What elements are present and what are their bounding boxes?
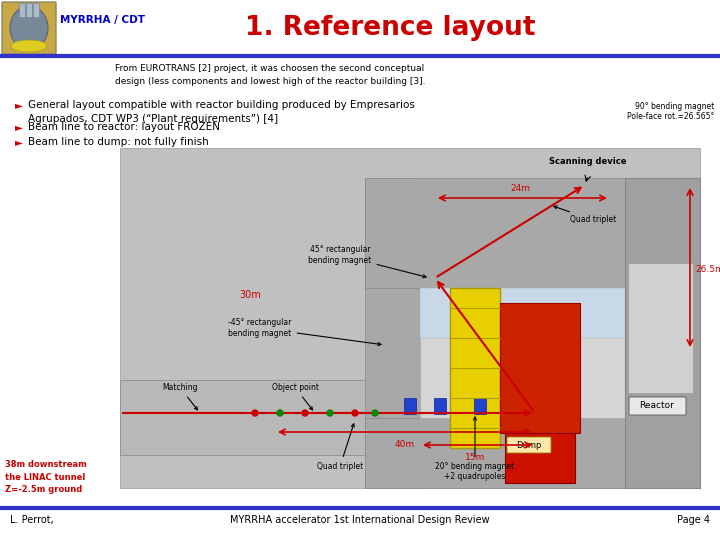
Text: 30m: 30m — [239, 290, 261, 300]
Bar — [120, 148, 700, 488]
Text: Quad triplet: Quad triplet — [554, 206, 616, 225]
Circle shape — [352, 410, 358, 416]
Text: Dump: Dump — [516, 441, 541, 449]
Text: ►: ► — [15, 137, 23, 147]
Bar — [26, 3, 32, 17]
Circle shape — [252, 410, 258, 416]
Circle shape — [277, 410, 283, 416]
Text: 26.5m: 26.5m — [695, 266, 720, 274]
Bar — [420, 288, 640, 338]
Text: 20° bending magnet
+2 quadrupoles: 20° bending magnet +2 quadrupoles — [436, 417, 515, 481]
Text: Page 4: Page 4 — [677, 515, 710, 525]
Text: L. Perrot,: L. Perrot, — [10, 515, 54, 525]
Bar — [500, 303, 580, 433]
Bar — [365, 178, 700, 288]
Text: Beam line to reactor: layout FROZEN: Beam line to reactor: layout FROZEN — [28, 122, 220, 132]
Text: Reactor: Reactor — [639, 402, 675, 410]
Ellipse shape — [11, 40, 47, 52]
Circle shape — [327, 410, 333, 416]
Bar — [628, 263, 693, 393]
Bar — [450, 288, 500, 448]
Circle shape — [372, 410, 378, 416]
Text: 15m: 15m — [465, 453, 485, 462]
Text: 1. Reference layout: 1. Reference layout — [245, 15, 535, 41]
Bar — [120, 380, 370, 455]
FancyBboxPatch shape — [2, 2, 56, 54]
Text: Scanning device: Scanning device — [549, 157, 626, 166]
Text: ►: ► — [15, 100, 23, 110]
Text: 45° rectangular
bending magnet: 45° rectangular bending magnet — [308, 245, 426, 278]
Text: 40m: 40m — [395, 440, 415, 449]
Bar — [19, 3, 25, 17]
Bar — [404, 398, 416, 414]
Text: Quad triplet: Quad triplet — [317, 424, 363, 471]
Bar — [625, 178, 700, 488]
Bar — [33, 3, 39, 17]
Bar — [474, 398, 486, 414]
Text: 24m: 24m — [510, 184, 530, 193]
Bar — [365, 178, 420, 488]
Text: -45° rectangular
bending magnet: -45° rectangular bending magnet — [228, 318, 381, 346]
Text: Beam line to dump: not fully finish: Beam line to dump: not fully finish — [28, 137, 209, 147]
Text: MYRRHA accelerator 1st International Design Review: MYRRHA accelerator 1st International Des… — [230, 515, 490, 525]
Ellipse shape — [10, 6, 48, 50]
Text: 90° bending magnet
Pole-face rot.=26.565°: 90° bending magnet Pole-face rot.=26.565… — [626, 102, 714, 122]
Text: From EUROTRANS [2] project, it was choosen the second conceptual
design (less co: From EUROTRANS [2] project, it was choos… — [115, 64, 426, 86]
Bar — [420, 288, 640, 418]
Text: 38m downstream
the LINAC tunnel
Z=-2.5m ground: 38m downstream the LINAC tunnel Z=-2.5m … — [5, 460, 86, 494]
Bar — [365, 418, 700, 488]
Bar — [434, 398, 446, 414]
Text: MYRRHA / CDT: MYRRHA / CDT — [60, 15, 145, 25]
FancyBboxPatch shape — [507, 437, 551, 453]
Circle shape — [302, 410, 308, 416]
Text: General layout compatible with reactor building produced by Empresarios
Agrupado: General layout compatible with reactor b… — [28, 100, 415, 124]
Text: Matching: Matching — [162, 383, 198, 410]
Text: ►: ► — [15, 122, 23, 132]
Text: Object point: Object point — [271, 383, 318, 410]
Bar — [505, 433, 575, 483]
FancyBboxPatch shape — [629, 397, 686, 415]
